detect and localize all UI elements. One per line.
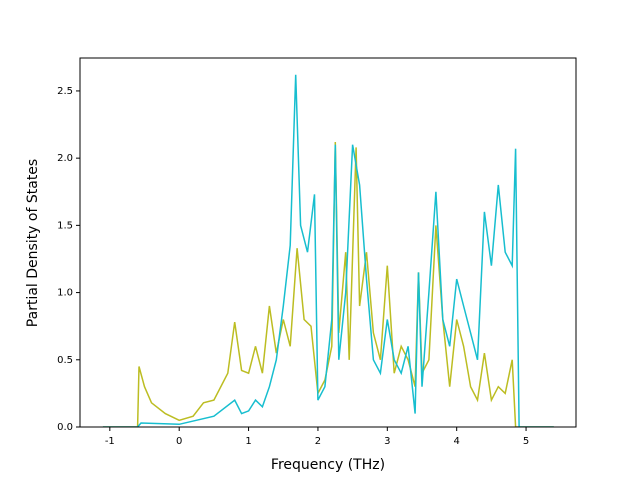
x-tick-label: 4 xyxy=(453,436,459,447)
x-tick-label: 2 xyxy=(315,436,321,447)
x-axis-label: Frequency (THz) xyxy=(271,457,385,473)
y-tick-label: 0.5 xyxy=(57,355,73,366)
x-tick-label: -1 xyxy=(105,436,115,447)
x-tick-label: 1 xyxy=(245,436,251,447)
pdos-line xyxy=(102,74,554,427)
x-tick-label: 5 xyxy=(523,436,529,447)
y-axis-label: Partial Density of States xyxy=(25,159,41,327)
y-tick-label: 2.0 xyxy=(57,153,73,164)
x-tick-label: 3 xyxy=(384,436,390,447)
x-tick-label: 0 xyxy=(176,436,182,447)
y-tick-label: 2.5 xyxy=(57,86,73,97)
pdos-line xyxy=(102,141,554,427)
y-tick-label: 0.0 xyxy=(57,422,73,433)
plot-frame xyxy=(79,57,577,428)
y-tick-label: 1.0 xyxy=(57,288,73,299)
y-tick-label: 1.5 xyxy=(57,220,73,231)
